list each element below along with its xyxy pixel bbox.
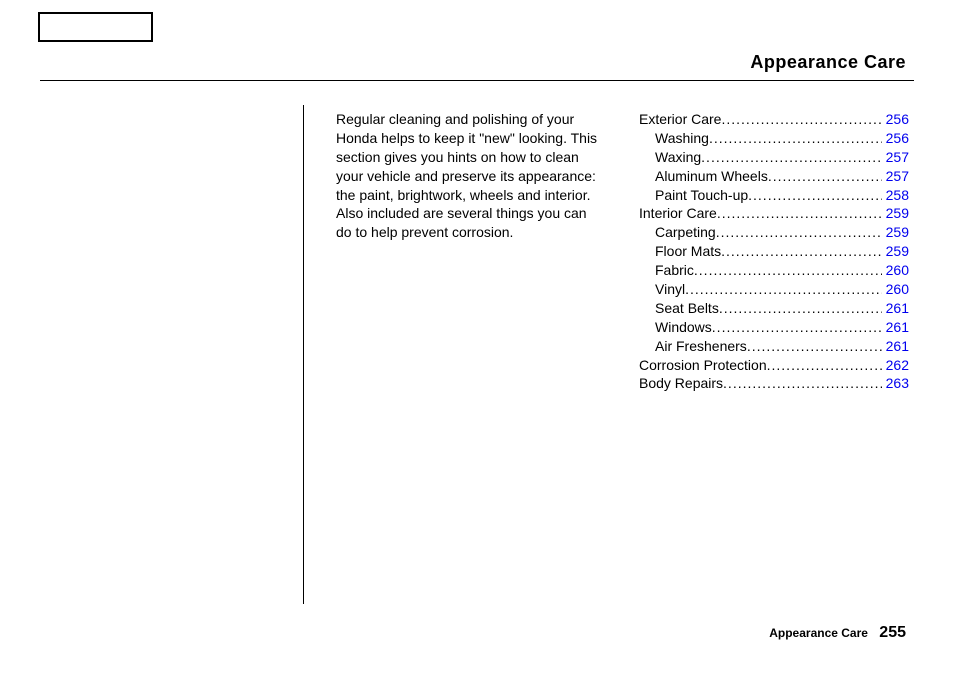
toc-page-link[interactable]: 256 [882,110,909,129]
toc-dots [723,374,882,393]
toc-dots [747,337,882,356]
toc-row: Fabric 260 [639,261,909,280]
toc-page-link[interactable]: 256 [882,129,909,148]
page-footer: Appearance Care 255 [769,624,906,642]
toc-label: Washing [655,129,709,148]
toc-label: Exterior Care [639,110,721,129]
toc-label: Floor Mats [655,242,721,261]
toc-dots [768,167,882,186]
horizontal-rule [40,80,914,81]
toc-row: Corrosion Protection 262 [639,356,909,375]
toc-page-link[interactable]: 261 [882,337,909,356]
toc-dots [767,356,882,375]
toc-page-link[interactable]: 261 [882,299,909,318]
toc-label: Seat Belts [655,299,719,318]
toc-dots [721,242,882,261]
toc-label: Waxing [655,148,701,167]
toc-page-link[interactable]: 260 [882,280,909,299]
toc-row: Waxing 257 [639,148,909,167]
toc-row: Windows 261 [639,318,909,337]
toc-page-link[interactable]: 258 [882,186,909,205]
toc-page-link[interactable]: 257 [882,148,909,167]
toc-label: Interior Care [639,204,717,223]
toc-row: Interior Care 259 [639,204,909,223]
toc-dots [719,299,882,318]
footer-page-number: 255 [879,624,906,641]
toc-dots [709,129,882,148]
toc-page-link[interactable]: 262 [882,356,909,375]
toc-row: Aluminum Wheels 257 [639,167,909,186]
toc-dots [701,148,881,167]
toc-dots [716,223,882,242]
top-left-box [38,12,153,42]
toc-row: Air Fresheners 261 [639,337,909,356]
toc-row: Floor Mats 259 [639,242,909,261]
intro-paragraph: Regular cleaning and polishing of your H… [336,110,606,242]
page-title: Appearance Care [750,52,906,73]
toc-row: Washing 256 [639,129,909,148]
toc-row: Carpeting 259 [639,223,909,242]
toc-label: Body Repairs [639,374,723,393]
toc-label: Vinyl [655,280,685,299]
toc-label: Paint Touch-up [655,186,748,205]
toc-dots [685,280,882,299]
toc-dots [748,186,882,205]
toc-label: Fabric [655,261,694,280]
toc-page-link[interactable]: 261 [882,318,909,337]
toc-label: Corrosion Protection [639,356,767,375]
content-area: Regular cleaning and polishing of your H… [303,105,906,604]
table-of-contents: Exterior Care256Washing256Waxing257Alumi… [639,110,909,393]
toc-page-link[interactable]: 259 [882,204,909,223]
toc-page-link[interactable]: 260 [882,261,909,280]
toc-dots [694,261,882,280]
toc-dots [717,204,882,223]
footer-section-label: Appearance Care [769,626,868,640]
toc-row: Body Repairs 263 [639,374,909,393]
toc-page-link[interactable]: 259 [882,223,909,242]
toc-label: Carpeting [655,223,716,242]
toc-page-link[interactable]: 257 [882,167,909,186]
toc-label: Aluminum Wheels [655,167,768,186]
toc-row: Seat Belts 261 [639,299,909,318]
toc-label: Air Fresheners [655,337,747,356]
toc-dots [712,318,882,337]
toc-page-link[interactable]: 259 [882,242,909,261]
toc-dots [721,110,881,129]
toc-row: Exterior Care 256 [639,110,909,129]
toc-page-link[interactable]: 263 [882,374,909,393]
toc-row: Vinyl 260 [639,280,909,299]
toc-label: Windows [655,318,712,337]
toc-row: Paint Touch-up 258 [639,186,909,205]
